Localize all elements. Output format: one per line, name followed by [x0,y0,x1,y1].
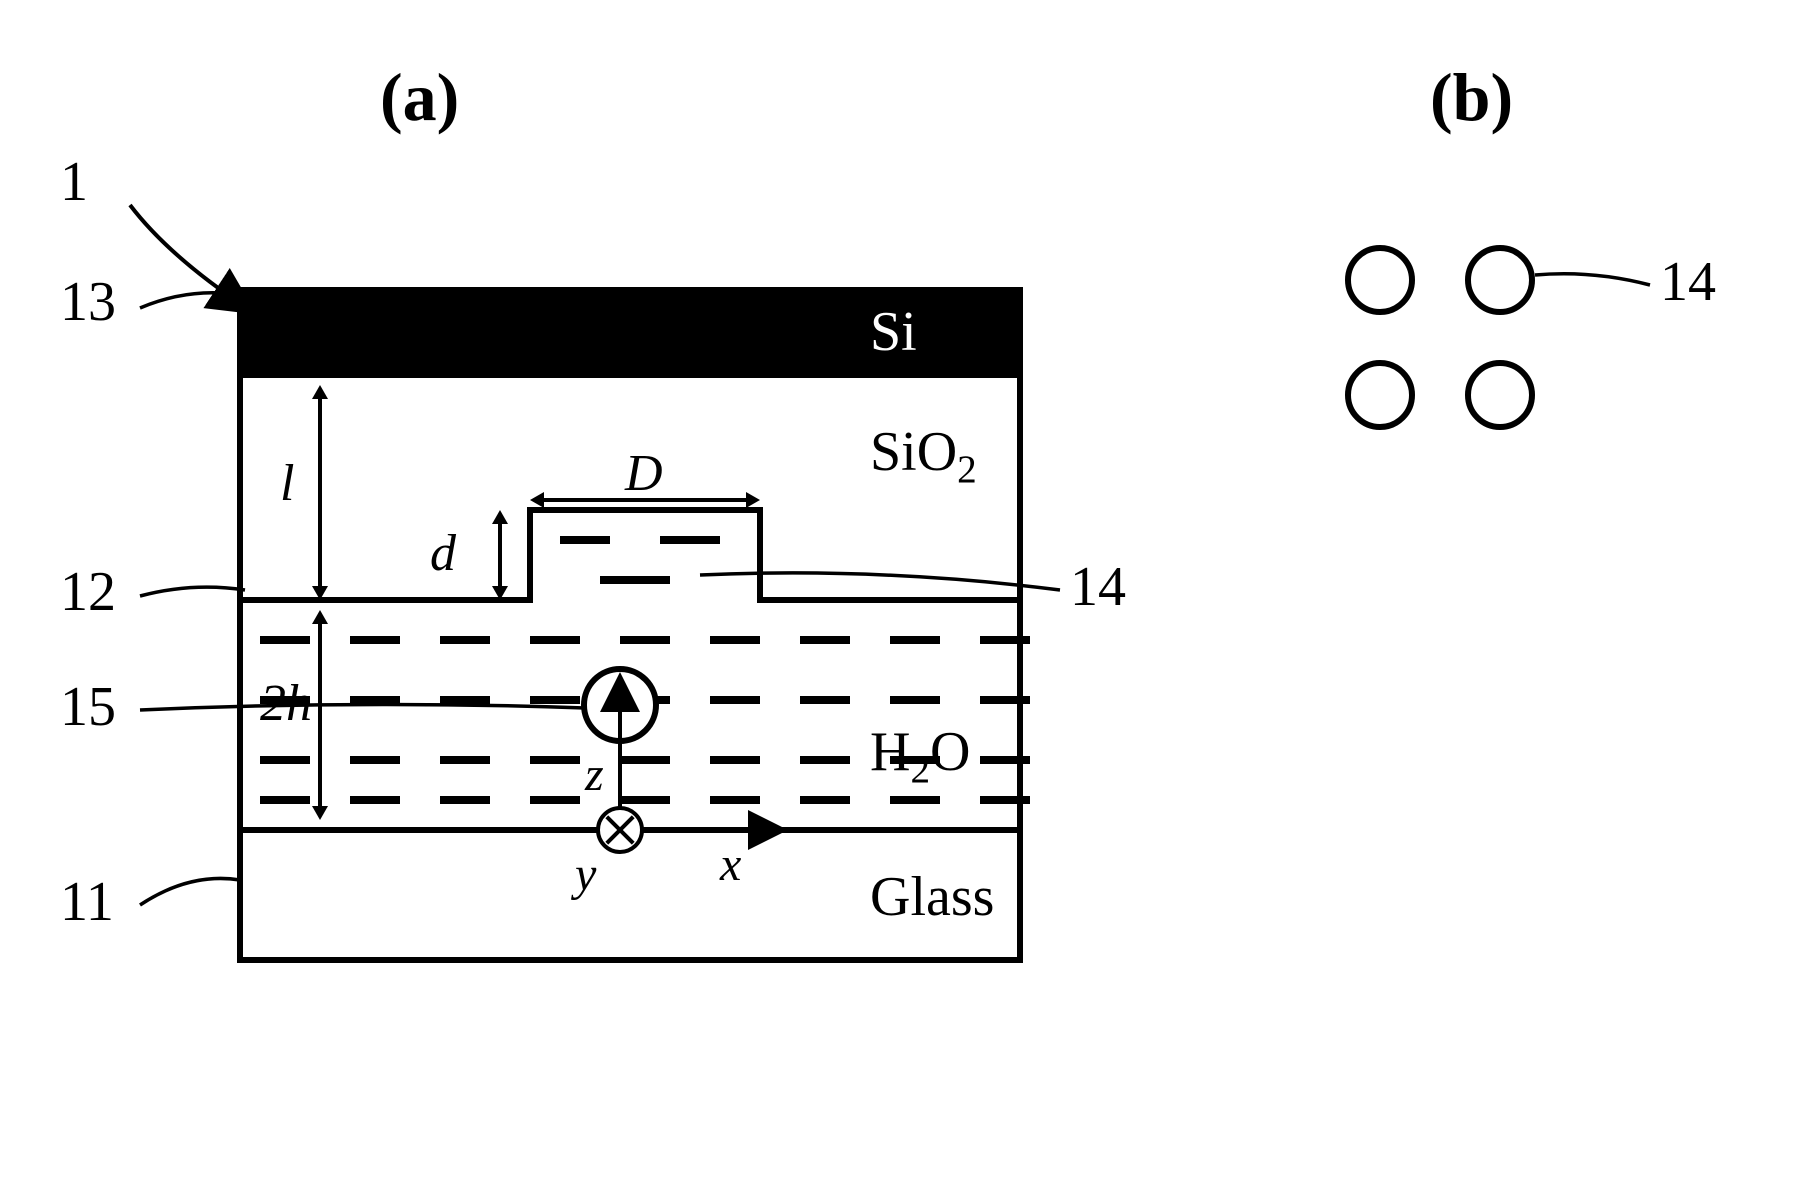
glass-label: Glass [870,866,994,928]
h2o-label: H2O [870,721,971,791]
panel-b-circle-0 [1348,248,1412,312]
ref-15-label: 15 [60,676,116,738]
panel-a-title: (a) [380,59,459,135]
figure: (a)SiSiO2H2OGlassDdl2hzxy11312151114(b)1… [0,0,1806,1204]
y-axis-label: y [570,848,597,901]
ref-14-leader [700,573,1060,590]
sio2-label: SiO2 [870,421,977,491]
sio2-bottom-profile [240,510,1020,600]
ref-1-label: 1 [60,151,88,213]
ref-12-label: 12 [60,561,116,623]
panel-b-circle-1 [1468,248,1532,312]
panel-b-circle-3 [1468,363,1532,427]
si-label: Si [870,301,917,363]
dim-D-label: D [624,445,663,502]
x-axis-label: x [719,838,741,891]
panel-b-title: (b) [1430,59,1513,135]
panel-b-ref14-leader [1535,274,1650,285]
ref-15-leader [140,704,585,710]
dim-d-label: d [430,525,457,582]
dim-l-label: l [280,455,294,512]
panel-b-ref14-label: 14 [1660,251,1716,313]
ref-14-label: 14 [1070,556,1126,618]
z-axis-label: z [584,748,604,801]
ref-13-label: 13 [60,271,116,333]
ref-11-label: 11 [60,871,114,933]
ref-12-leader [140,587,245,596]
panel-b-circle-2 [1348,363,1412,427]
ref-11-leader [140,878,240,905]
